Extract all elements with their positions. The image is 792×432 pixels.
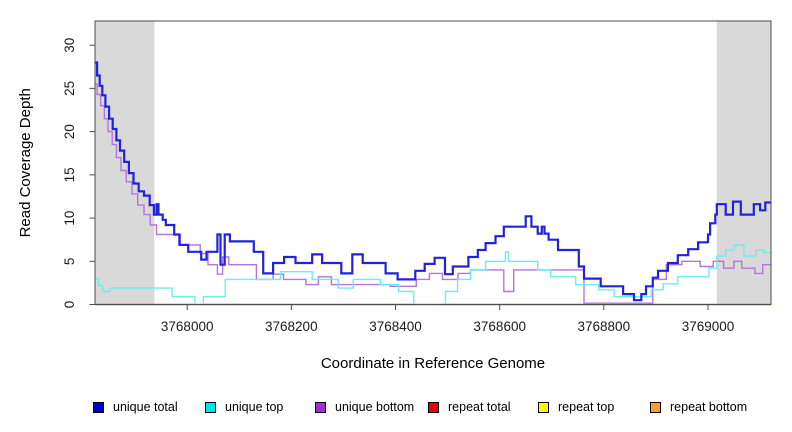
y-axis-tick-label: 30 (62, 38, 77, 53)
x-axis-tick-label: 3769000 (682, 319, 735, 334)
plot-box (94, 20, 772, 305)
x-axis-title: Coordinate in Reference Genome (321, 355, 545, 372)
x-axis-tick-label: 3768600 (473, 319, 526, 334)
y-axis-tick-label: 20 (62, 124, 77, 139)
y-axis-tick-label: 15 (62, 167, 77, 182)
legend-item-repeat-total: repeat total (428, 396, 511, 418)
legend-label: repeat bottom (670, 400, 748, 414)
legend-item-repeat-bottom: repeat bottom (650, 396, 747, 418)
series-unique-total-line (95, 61, 771, 302)
legend-label: unique total (113, 400, 178, 414)
legend-swatch-unique-total-icon (93, 401, 104, 413)
y-axis-title: Read Coverage Depth (17, 88, 34, 237)
y-axis-tick-label: 5 (62, 258, 77, 266)
shaded-region-right-flank (716, 21, 771, 305)
legend-label: repeat top (558, 400, 615, 414)
legend-swatch-unique-bottom-icon (315, 401, 326, 413)
legend-label: unique top (225, 400, 284, 414)
y-axis-tick-label: 0 (62, 301, 77, 309)
x-axis-tick-label: 3768200 (265, 319, 318, 334)
legend-label: unique bottom (335, 400, 415, 414)
y-axis-tick-label: 10 (62, 211, 77, 226)
x-axis-tick-label: 3768800 (578, 319, 631, 334)
legend-item-repeat-top: repeat top (538, 396, 614, 418)
legend-item-unique-bottom: unique bottom (315, 396, 414, 418)
legend: unique total unique top unique bottom re… (0, 396, 792, 420)
legend-swatch-repeat-top-icon (538, 401, 549, 413)
series-unique-bottom-line (95, 83, 771, 304)
legend-item-unique-total: unique total (93, 396, 178, 418)
x-axis-tick-label: 3768000 (161, 319, 214, 334)
legend-swatch-unique-top-icon (205, 401, 216, 413)
legend-label: repeat total (448, 400, 511, 414)
y-axis-tick-label: 25 (62, 81, 77, 96)
x-axis-tick-label: 3768400 (369, 319, 422, 334)
series-unique-top-line (95, 244, 771, 306)
legend-item-unique-top: unique top (205, 396, 283, 418)
legend-swatch-repeat-bottom-icon (650, 401, 661, 413)
legend-swatch-repeat-total-icon (428, 401, 439, 413)
